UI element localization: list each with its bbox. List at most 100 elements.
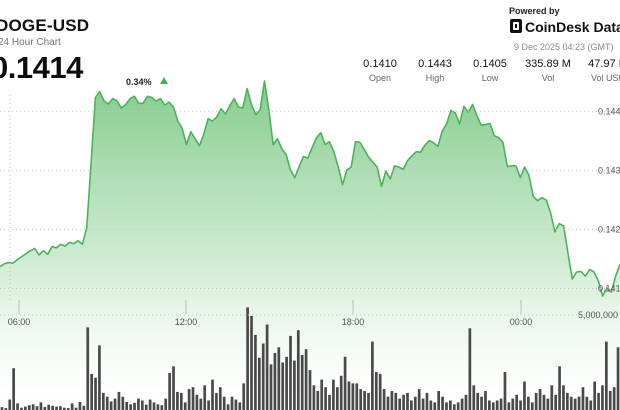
- volume-bar: [222, 396, 226, 410]
- volume-bar: [78, 402, 82, 410]
- volume-bar: [105, 396, 109, 410]
- volume-bar: [402, 394, 405, 410]
- volume-bar: [109, 401, 113, 410]
- volume-bar: [339, 375, 343, 410]
- volume-bar: [0, 407, 4, 410]
- y-tick-label: 0.142: [598, 225, 620, 235]
- stat-value: 0.1410: [363, 58, 397, 70]
- volume-bar: [70, 403, 74, 410]
- volume-bar: [491, 402, 495, 410]
- volume-bar: [144, 404, 148, 410]
- volume-bar: [507, 402, 511, 410]
- volume-bar: [47, 404, 51, 410]
- coindesk-logo-icon: [510, 19, 522, 33]
- volume-bar: [495, 400, 499, 410]
- volume-bar: [74, 407, 78, 410]
- volume-bar: [601, 385, 604, 410]
- volume-bar: [246, 307, 249, 410]
- volume-bar: [367, 392, 370, 410]
- volume-bar: [238, 402, 242, 410]
- stat-value: 335.89 M: [525, 58, 571, 70]
- volume-bar: [538, 389, 542, 410]
- volume-bar: [152, 402, 156, 410]
- volume-bar: [476, 392, 480, 410]
- volume-bar: [242, 383, 246, 410]
- volume-bar: [343, 356, 347, 410]
- volume-bar: [39, 402, 43, 410]
- volume-bar: [168, 372, 171, 410]
- volume-bar: [160, 405, 164, 410]
- volume-bar: [121, 396, 125, 410]
- volume-bar: [207, 400, 210, 410]
- volume-bar: [8, 399, 12, 410]
- volume-bar: [12, 368, 15, 410]
- y-tick-label: 0.141: [598, 284, 620, 294]
- volume-bar: [250, 315, 253, 410]
- volume-bar: [363, 391, 366, 410]
- volume-bar: [203, 385, 207, 410]
- brand-name[interactable]: CoinDesk Data: [525, 19, 620, 35]
- volume-bar: [289, 335, 292, 410]
- volume-bar: [269, 364, 273, 410]
- stat-open: 0.1410 Open: [350, 58, 410, 83]
- volume-bar: [82, 405, 86, 410]
- volume-bar: [534, 392, 538, 410]
- volume-bar: [573, 398, 577, 410]
- volume-bar: [371, 341, 374, 410]
- stat-vol: 335.89 M Vol: [518, 58, 578, 83]
- volume-bar: [359, 389, 363, 410]
- volume-bar: [429, 400, 433, 410]
- stat-vol-usd: 47.97 M Vol USD: [578, 58, 620, 83]
- volume-bar: [378, 373, 382, 410]
- volume-bar: [218, 387, 222, 410]
- stat-label: Vol USD: [590, 73, 620, 83]
- volume-bar: [183, 402, 187, 410]
- volume-tick-label: 5,000,000: [578, 310, 618, 320]
- volume-bar: [382, 389, 386, 410]
- volume-bar: [296, 330, 300, 410]
- volume-bar: [133, 402, 136, 410]
- volume-bar: [523, 381, 526, 410]
- volume-bar: [394, 392, 398, 410]
- volume-bar: [550, 385, 554, 410]
- volume-bar: [234, 399, 238, 410]
- volume-bar: [226, 404, 230, 410]
- volume-bar: [515, 394, 519, 410]
- volume-bar: [101, 392, 105, 410]
- volume-bar: [585, 396, 589, 410]
- volume-bar: [480, 396, 483, 410]
- volume-bar: [437, 391, 441, 410]
- volume-bar: [113, 398, 117, 410]
- volume-bar: [452, 404, 456, 410]
- volume-bar: [316, 391, 320, 410]
- volume-bar: [398, 398, 402, 410]
- volume-bar: [293, 360, 296, 410]
- volume-bar: [562, 385, 565, 410]
- volume-bar: [374, 372, 378, 410]
- stat-value: 0.1405: [473, 58, 507, 70]
- volume-bar: [589, 400, 593, 410]
- volume-bar: [211, 379, 214, 410]
- volume-bar: [148, 399, 152, 410]
- volume-bar: [597, 392, 600, 410]
- volume-bar: [546, 398, 550, 410]
- volume-bar: [312, 385, 316, 410]
- volume-bar: [530, 402, 534, 410]
- volume-bar: [355, 383, 359, 410]
- volume-bar: [51, 405, 54, 410]
- symbol-title: DOGE-USD: [0, 16, 90, 35]
- volume-bar: [265, 324, 269, 410]
- volume-bar: [300, 354, 304, 410]
- volume-bar: [277, 347, 281, 410]
- volume-bar: [273, 353, 277, 410]
- stat-label: Open: [368, 73, 392, 83]
- volume-bar: [257, 357, 261, 410]
- volume-bar: [215, 392, 218, 410]
- volume-bar: [324, 387, 327, 410]
- volume-bar: [390, 391, 394, 410]
- volume-bar: [608, 391, 612, 410]
- volume-bar: [406, 392, 409, 410]
- x-tick-label: 12:00: [175, 317, 198, 327]
- volume-bar: [281, 362, 285, 410]
